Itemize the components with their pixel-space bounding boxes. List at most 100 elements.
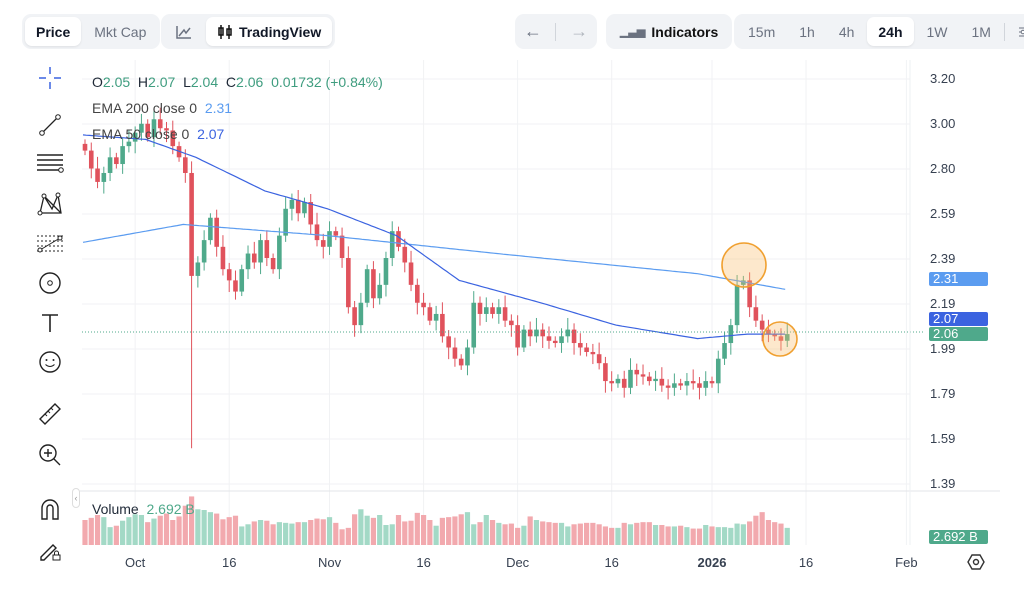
candle [270, 253, 276, 274]
interval-15m[interactable]: 15m [748, 23, 776, 40]
candle [371, 261, 376, 309]
interval-1w[interactable]: 1W [926, 23, 948, 40]
candle [239, 264, 245, 297]
candle [208, 213, 213, 245]
interval-4h[interactable]: 4h [838, 23, 855, 40]
candle-body [389, 231, 395, 259]
emoji-tool[interactable] [34, 346, 66, 378]
candle-body [465, 347, 470, 366]
volume-bar [82, 520, 88, 545]
interval-1m[interactable]: 1M [971, 23, 991, 40]
ohlc-legend: O2.05 H2.07 L2.04 C2.06 0.01732 (+0.84%)… [92, 69, 383, 147]
candle-body [421, 302, 426, 308]
hexagon-settings-icon [967, 554, 985, 570]
volume-value: 2.692 B [146, 501, 195, 517]
candle [496, 299, 502, 324]
low-label: L [183, 74, 191, 90]
tradingview-button[interactable]: TradingView [206, 17, 333, 46]
zoom-in-icon [39, 444, 61, 466]
candle-body [784, 334, 790, 341]
candle [565, 317, 571, 343]
interval-24h[interactable]: 24h [867, 17, 914, 46]
high-value: 2.07 [148, 74, 176, 90]
candle-body [615, 378, 621, 384]
x-tick-label: 16 [604, 555, 619, 570]
candle [389, 221, 395, 267]
volume-bar [659, 525, 665, 545]
ema50-label: EMA 50 close 0 [92, 126, 190, 142]
candle [346, 246, 351, 314]
forecast-tool[interactable] [34, 227, 66, 259]
volume-bar [157, 515, 163, 545]
candle-body [415, 284, 420, 303]
candle [358, 292, 364, 334]
candle [320, 233, 326, 259]
lock-drawings-tool[interactable] [34, 534, 66, 566]
price-tab[interactable]: Price [25, 17, 82, 46]
candle [446, 330, 451, 360]
volume-bar [747, 521, 753, 545]
candle [483, 297, 489, 322]
line-chart-button[interactable] [164, 17, 204, 46]
candle [634, 363, 640, 386]
candle-body [527, 329, 533, 337]
volume-bar [201, 510, 207, 545]
trend-line-tool[interactable] [34, 109, 66, 141]
ema200-legend[interactable]: EMA 200 close 0 2.31 [92, 95, 383, 121]
candle [515, 315, 520, 356]
candle [647, 372, 652, 386]
mkt-cap-tab[interactable]: Mkt Cap [94, 23, 147, 40]
axis-settings-button[interactable] [966, 552, 986, 572]
x-tick-label: Nov [317, 555, 342, 570]
ema200-label: EMA 200 close 0 [92, 100, 198, 116]
zoom-tool[interactable] [34, 439, 66, 471]
candle [195, 256, 201, 288]
highlight-circle [721, 242, 767, 288]
volume-bar [352, 514, 358, 545]
volume-bar [759, 512, 765, 545]
volume-bar [584, 522, 590, 545]
text-tool[interactable] [34, 307, 66, 339]
candle [295, 189, 301, 222]
ohlc-row: O2.05 H2.07 L2.04 C2.06 0.01732 (+0.84%) [92, 69, 383, 95]
x-tick-label: 16 [416, 555, 431, 570]
candle-body [433, 313, 439, 321]
candle-body [107, 157, 113, 173]
interval-1h[interactable]: 1h [799, 23, 815, 40]
candle-body [358, 302, 364, 326]
ema50-legend[interactable]: EMA 50 close 0 2.07 [92, 121, 383, 147]
collapse-button[interactable]: ‹ [72, 488, 80, 508]
forward-arrow-icon[interactable]: → [570, 21, 589, 41]
candle-body [559, 336, 564, 344]
candle-body [352, 307, 357, 326]
crosshair-tool[interactable] [34, 62, 66, 94]
candle-body [747, 280, 752, 308]
fib-tool[interactable] [34, 147, 66, 179]
magnet-tool[interactable] [34, 494, 66, 526]
candle-body [471, 302, 477, 348]
volume-bar [358, 509, 364, 545]
y-tick-label: 2.59 [930, 206, 956, 221]
candle [734, 275, 740, 334]
volume-bar [452, 516, 458, 545]
brush-tool[interactable] [34, 267, 66, 299]
volume-bar [408, 520, 414, 545]
candle [534, 317, 539, 343]
measure-tool[interactable] [34, 398, 66, 430]
candle-body [741, 280, 746, 285]
candle-body [734, 284, 740, 326]
horizontal-lines-icon [37, 154, 64, 173]
indicators-button[interactable]: ▁▃▅ Indicators [609, 17, 729, 46]
chart-settings-button[interactable] [1007, 17, 1024, 46]
back-arrow-icon[interactable]: ← [523, 21, 542, 41]
candle-body [628, 369, 633, 388]
pattern-tool[interactable] [34, 188, 66, 220]
candle [772, 329, 777, 341]
volume-bar [170, 520, 176, 545]
candle-body [690, 381, 696, 384]
x-tick-label: Feb [895, 555, 918, 570]
candle-body [703, 381, 709, 388]
candle [396, 226, 401, 252]
candle-body [715, 358, 721, 384]
candle-body [534, 329, 539, 337]
